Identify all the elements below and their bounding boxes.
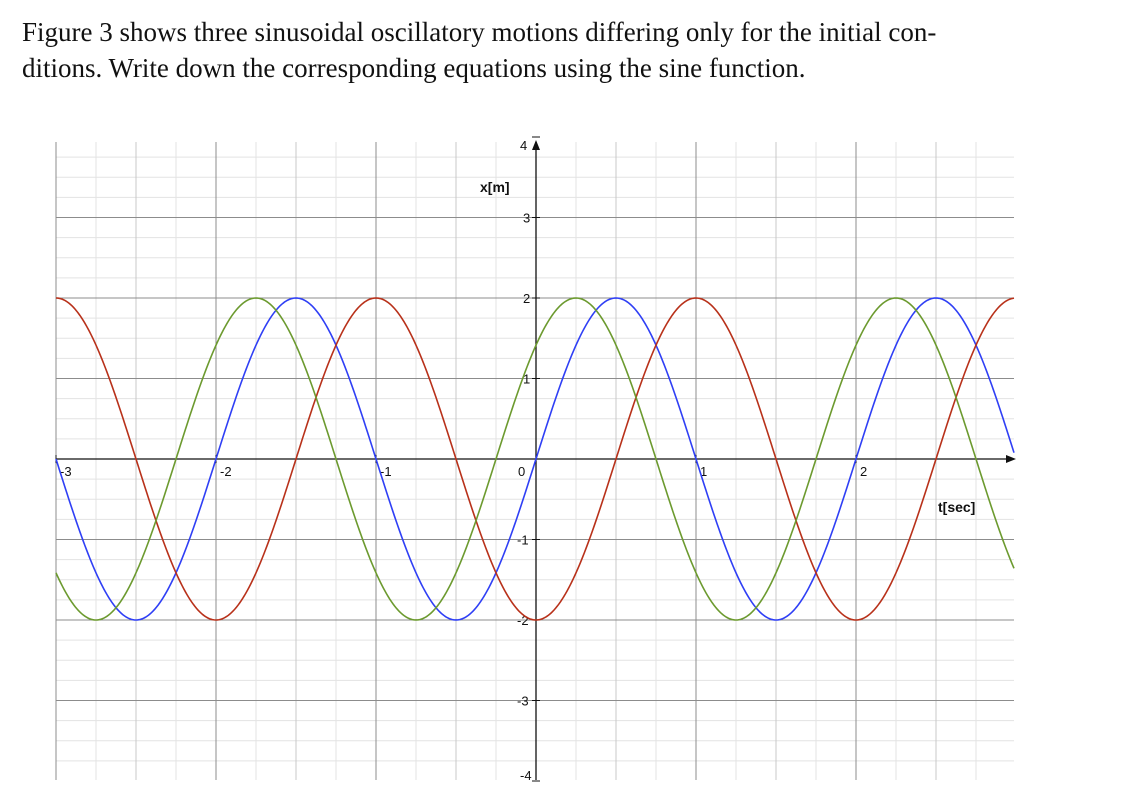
y-tick-label: 3 — [523, 211, 530, 226]
series-line-1 — [55, 297, 1015, 621]
y-tick-label: -2 — [517, 613, 529, 628]
x-tick-label: -3 — [60, 464, 72, 479]
x-tick-label: 0 — [518, 464, 525, 479]
x-axis-arrow — [1006, 455, 1016, 463]
series-line-3 — [55, 297, 1015, 621]
y-tick-label: -4 — [520, 768, 532, 783]
x-tick-label: -1 — [380, 464, 392, 479]
x-tick-label: 2 — [860, 464, 867, 479]
y-axis-arrow — [532, 140, 540, 150]
problem-statement: Figure 3 shows three sinusoidal oscillat… — [22, 14, 1102, 86]
x-axis-title: t[sec] — [938, 499, 975, 515]
series-group — [55, 297, 1015, 621]
x-tick-label: 1 — [700, 464, 707, 479]
problem-line-1: Figure 3 shows three sinusoidal oscillat… — [22, 17, 937, 47]
y-tick-label: 4 — [520, 138, 527, 153]
y-axis-title: x[m] — [480, 179, 510, 195]
y-tick-label: -3 — [517, 694, 529, 709]
y-tick-label: 2 — [523, 291, 530, 306]
y-tick-label: -1 — [517, 533, 529, 548]
x-tick-label: -2 — [220, 464, 232, 479]
series-line-2 — [55, 297, 1015, 621]
y-tick-label: 1 — [523, 372, 530, 387]
problem-line-2: ditions. Write down the corresponding eq… — [22, 53, 806, 83]
